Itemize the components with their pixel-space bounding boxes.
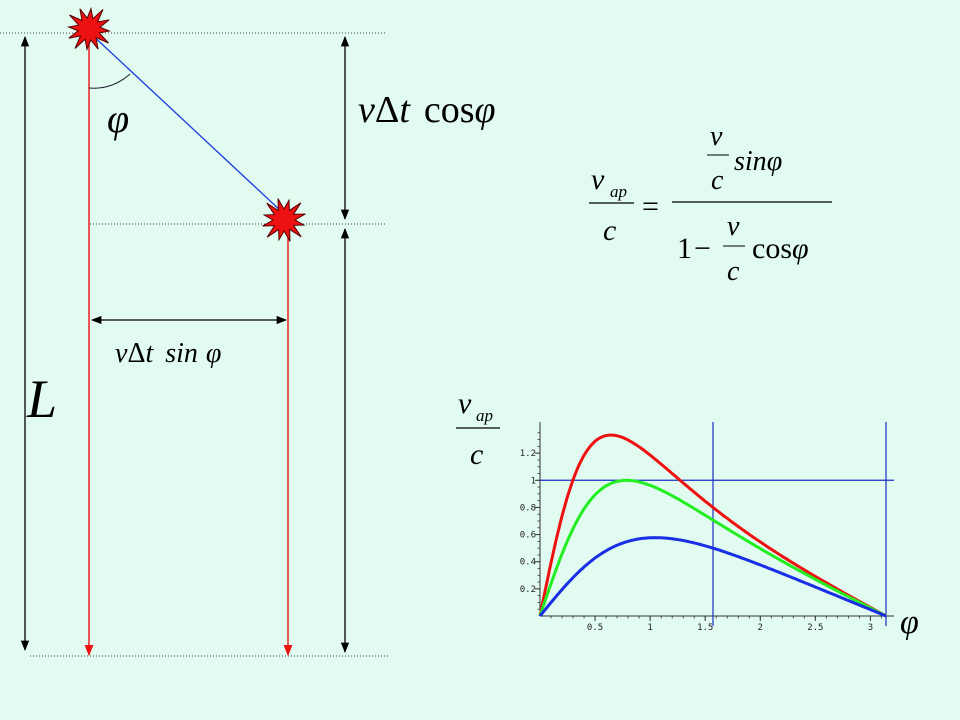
formula-den-phi: φ (792, 232, 809, 265)
distance-L-label: L (26, 369, 57, 429)
formula-den-one: 1 (677, 232, 692, 265)
y-tick-label: 1 (531, 476, 536, 486)
y-tick-label: 0.8 (520, 503, 536, 513)
formula-den-v: v (727, 211, 740, 242)
y-tick-label: 0.6 (520, 531, 536, 541)
x-tick-label: 1.5 (697, 623, 713, 633)
formula-den-c: c (727, 256, 740, 287)
y-tick-label: 0.2 (520, 585, 536, 595)
vdt-sin-func: sin (165, 338, 198, 369)
formula-num-phi: φ (767, 146, 783, 177)
second-emission-star-icon (262, 198, 306, 242)
formula-num-sin: sinφ (734, 146, 782, 177)
vdt-cos-t: t (399, 89, 411, 131)
formula-den-cos-func: cos (752, 232, 792, 265)
y-tick-label: 1.2 (520, 449, 536, 459)
angle-phi-label: φ (107, 96, 129, 141)
graph-y-label: v ap c (456, 387, 500, 471)
x-tick-label: 3 (868, 623, 873, 633)
vdt-cos-phi: φ (475, 89, 496, 131)
curve-series-1 (538, 433, 887, 618)
formula-lhs-denominator: c (603, 214, 616, 247)
graph-ylabel-c: c (470, 438, 483, 471)
curve-series-2 (538, 478, 887, 618)
vdt-sin-v: v (115, 338, 128, 369)
apparent-velocity-formula: v ap c = v c sinφ 1 − v c cosφ (589, 121, 832, 287)
chart-ticks: 0.5 1 1.5 2 2.5 3 0.2 0.4 0.6 0.8 1 1.2 (520, 432, 882, 633)
first-emission-star-icon (66, 6, 112, 52)
formula-den-cos: cosφ (752, 232, 809, 265)
formula-lhs-v: v (591, 163, 605, 196)
vdt-sin-t: t (145, 338, 154, 369)
chart-curves (538, 433, 887, 618)
vdt-sin-label: vΔt sin φ (115, 338, 221, 369)
formula-equals: = (642, 190, 659, 223)
apparent-velocity-chart: 0.5 1 1.5 2 2.5 3 0.2 0.4 0.6 0.8 1 1.2 (520, 422, 894, 633)
formula-num-sin-func: sin (734, 146, 767, 177)
x-tick-label: 0.5 (587, 623, 603, 633)
vdt-cos-delta: Δ (375, 89, 399, 131)
x-tick-label: 1 (647, 623, 652, 633)
vdt-cos-label: vΔt cosφ (358, 89, 496, 131)
angle-arc (88, 73, 131, 89)
graph-ylabel-v: v (458, 387, 472, 420)
graph-ylabel-subscript: ap (476, 406, 493, 425)
formula-den-minus: − (694, 232, 711, 265)
vdt-sin-delta: Δ (127, 338, 145, 369)
formula-num-c: c (711, 165, 724, 196)
curve-series-3 (538, 536, 887, 618)
vdt-sin-phi: φ (206, 338, 222, 369)
formula-num-v: v (710, 121, 723, 152)
graph-x-label-phi: φ (900, 604, 919, 641)
vdt-cos-func: cos (424, 89, 475, 131)
formula-lhs-subscript: ap (610, 182, 627, 201)
vdt-cos-v: v (358, 89, 375, 131)
source-motion-path (88, 31, 283, 213)
x-tick-label: 2.5 (807, 623, 823, 633)
chart-guide-lines (540, 422, 894, 626)
x-tick-label: 2 (758, 623, 763, 633)
y-tick-label: 0.4 (520, 558, 536, 568)
